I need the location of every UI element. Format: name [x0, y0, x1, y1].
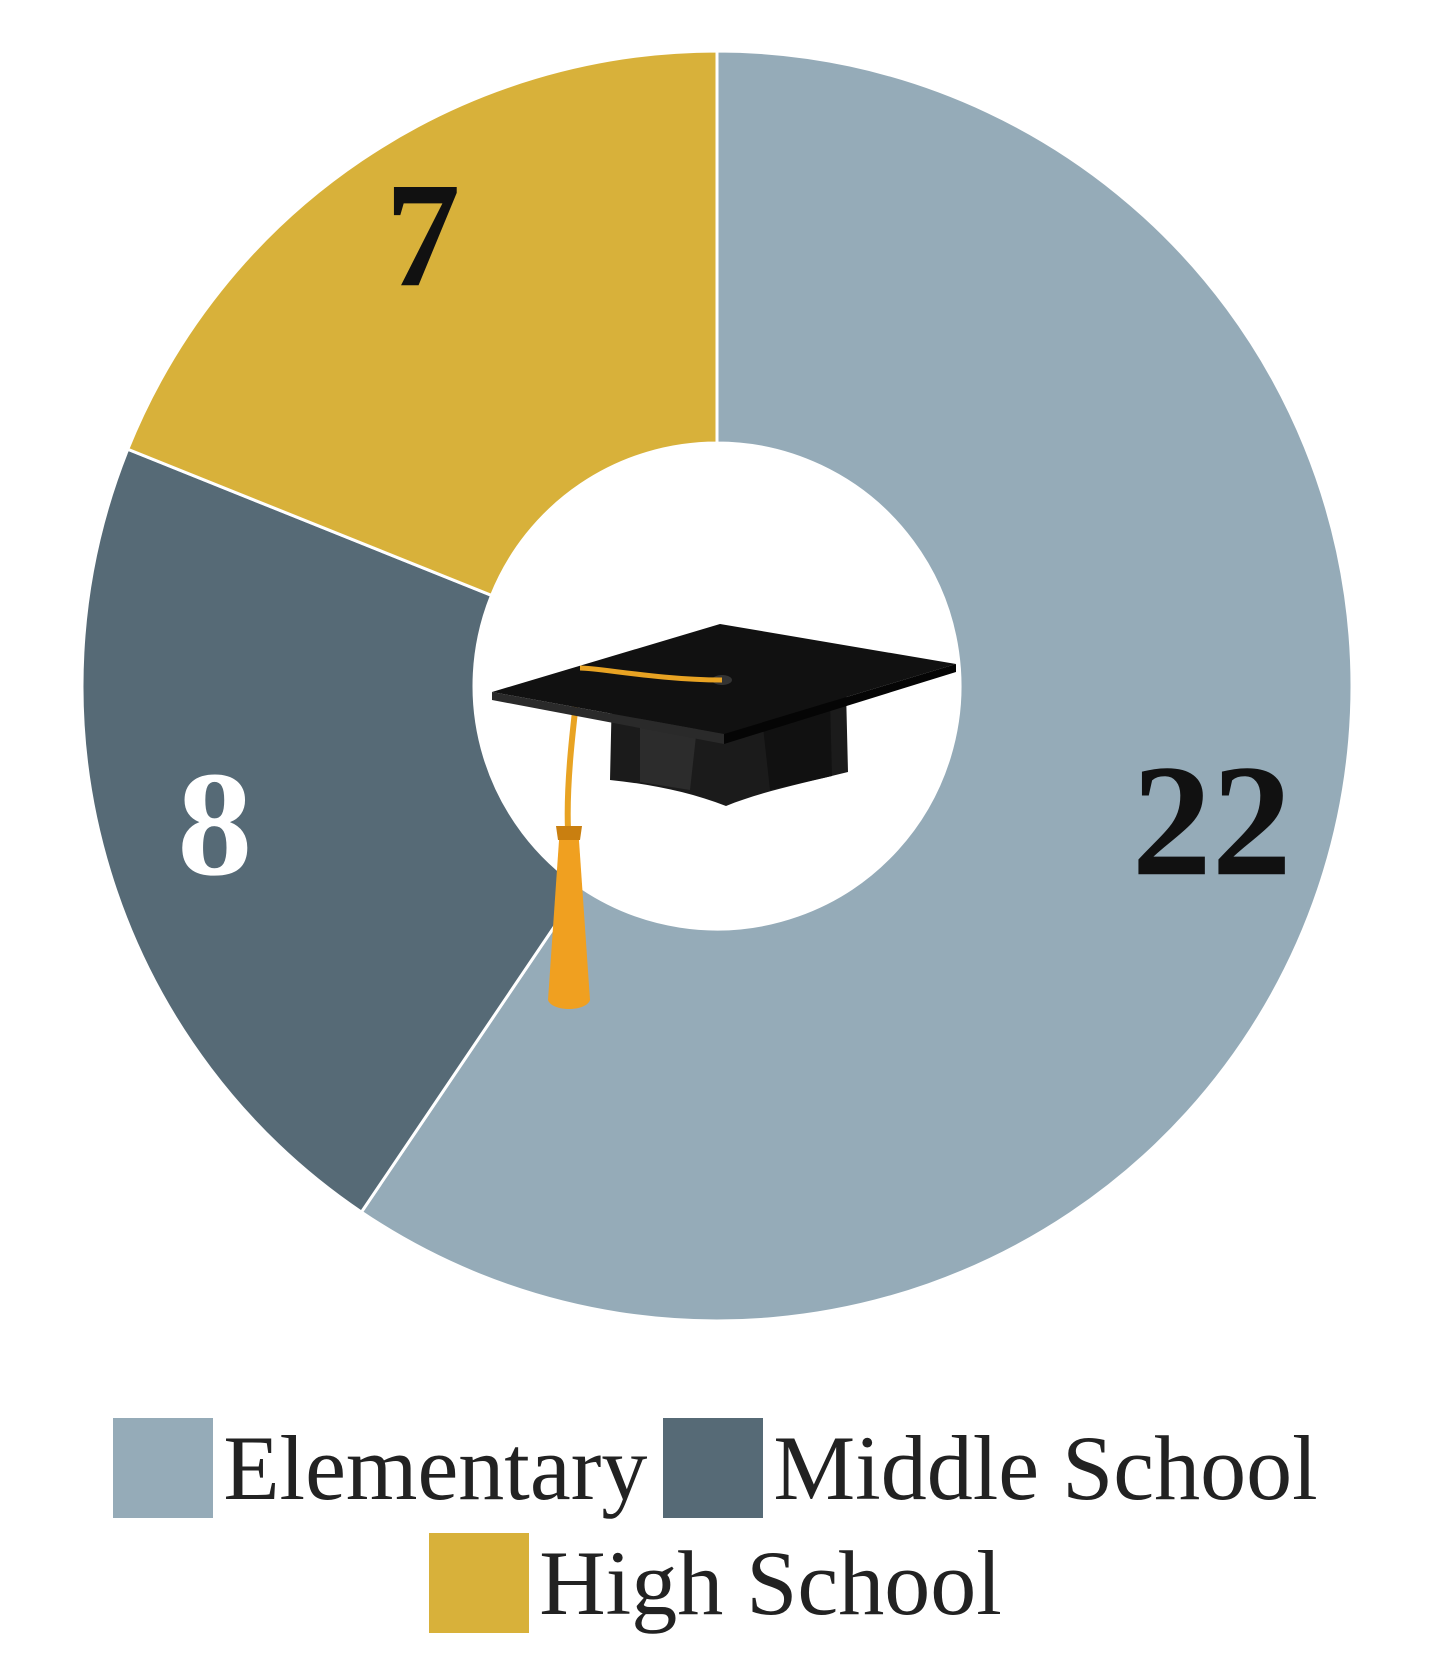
slice-value-high-school: 7 [385, 152, 460, 318]
legend-row-2: High School [0, 1525, 1431, 1640]
legend-label-middle-school: Middle School [773, 1416, 1318, 1519]
slice-elementary [359, 49, 1354, 1323]
slice-labels: 22 8 7 [177, 152, 1291, 909]
legend-label-elementary: Elementary [223, 1416, 648, 1519]
legend-row-1: Elementary Middle School [0, 1410, 1431, 1525]
legend-swatch-middle-school [663, 1417, 764, 1518]
slice-value-middle-school: 8 [177, 741, 252, 907]
legend-swatch-elementary [113, 1417, 214, 1518]
slice-middle-school [80, 447, 584, 1215]
legend-item-middle-school: Middle School [663, 1416, 1318, 1519]
graduation-cap-icon [492, 624, 956, 1009]
legend-item-elementary: Elementary [113, 1416, 648, 1519]
legend: Elementary Middle School High School [0, 1410, 1431, 1640]
legend-item-high-school: High School [429, 1531, 1002, 1634]
slice-value-elementary: 22 [1132, 731, 1292, 909]
donut-slices [80, 49, 1354, 1323]
slice-high-school [125, 49, 719, 598]
legend-swatch-high-school [429, 1532, 530, 1633]
legend-label-high-school: High School [539, 1531, 1002, 1634]
